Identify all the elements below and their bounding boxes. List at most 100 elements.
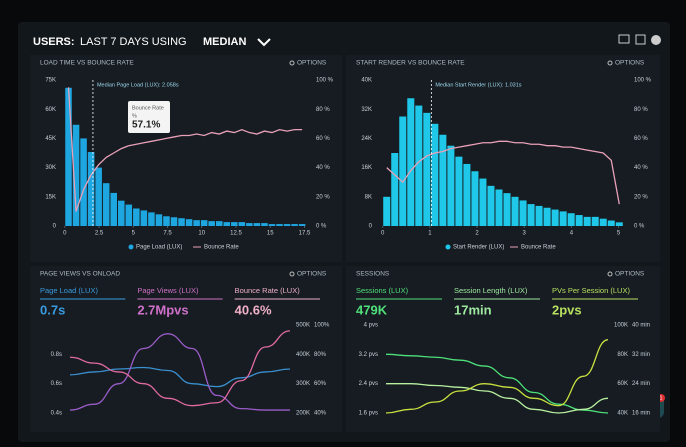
y2-tick-label: 60 % bbox=[634, 136, 648, 142]
y-tick-label: 2.4 pvs bbox=[359, 381, 378, 387]
bar bbox=[125, 204, 133, 226]
panel-title: PAGE VIEWS VS ONLOAD bbox=[40, 271, 120, 278]
bar bbox=[102, 183, 110, 226]
y2-tick-label: 100K bbox=[614, 323, 628, 329]
expand-icon[interactable] bbox=[635, 34, 646, 45]
y-tick-label: 75K bbox=[45, 78, 56, 84]
legend-label: Bounce Rate bbox=[521, 245, 556, 251]
x-tick-label: 5 bbox=[132, 231, 136, 237]
bar bbox=[471, 171, 479, 226]
y2-tick-label: 300K bbox=[296, 381, 310, 387]
bar bbox=[615, 222, 623, 226]
legend-label: Start Render (LUX) bbox=[453, 245, 504, 251]
y3-tick-label: 40 min bbox=[632, 323, 650, 329]
y2-tick-label: 40K bbox=[617, 411, 628, 417]
y3-tick-label: 80% bbox=[314, 352, 327, 358]
bar bbox=[291, 224, 298, 226]
bar bbox=[551, 209, 559, 226]
options-button[interactable]: OPTIONS bbox=[297, 271, 327, 278]
bar bbox=[431, 123, 439, 226]
x-tick-label: 12.5 bbox=[230, 231, 242, 237]
panel bbox=[346, 266, 660, 432]
dropdown-icon[interactable] bbox=[257, 38, 271, 47]
bar bbox=[200, 220, 208, 226]
y2-tick-label: 60K bbox=[617, 381, 628, 387]
bar bbox=[140, 210, 148, 226]
tooltip-value: 57.1% bbox=[132, 120, 160, 131]
metric-label: Sessions (LUX) bbox=[356, 286, 409, 295]
x-tick-label: 1 bbox=[428, 231, 432, 237]
x-tick-label: 17.5 bbox=[299, 231, 311, 237]
bar bbox=[519, 200, 527, 226]
legend-label: Page Load (LUX) bbox=[136, 245, 182, 251]
bar bbox=[439, 134, 447, 226]
bar bbox=[72, 124, 80, 226]
tooltip-title: Bounce Rate bbox=[132, 105, 164, 111]
y-tick-label: 0 bbox=[369, 224, 373, 230]
panel-title: LOAD TIME VS BOUNCE RATE bbox=[40, 60, 134, 67]
bar bbox=[503, 193, 511, 226]
series-line bbox=[69, 333, 290, 411]
y3-tick-label: 60% bbox=[314, 381, 327, 387]
y-tick-label: 32K bbox=[361, 107, 372, 113]
tooltip-unit: % bbox=[132, 113, 137, 119]
y-tick-label: 0.8s bbox=[51, 352, 62, 358]
header-middle: LAST 7 DAYS USING bbox=[80, 36, 187, 48]
bar bbox=[463, 163, 471, 226]
header-bold[interactable]: MEDIAN bbox=[203, 36, 246, 48]
y2-tick-label: 500K bbox=[296, 323, 310, 329]
y-tick-label: 40K bbox=[361, 78, 372, 84]
bar bbox=[155, 214, 163, 226]
y-tick-label: 0 bbox=[53, 224, 57, 230]
x-tick-label: 15 bbox=[267, 231, 274, 237]
y2-tick-label: 40 % bbox=[634, 165, 648, 171]
y2-tick-label: 80 % bbox=[634, 107, 648, 113]
series-line bbox=[385, 353, 609, 414]
options-button[interactable]: OPTIONS bbox=[297, 60, 327, 67]
bar bbox=[607, 220, 615, 226]
y3-tick-label: 16 min bbox=[632, 411, 650, 417]
x-tick-label: 0 bbox=[63, 231, 67, 237]
help-icon[interactable] bbox=[651, 35, 661, 45]
y2-tick-label: 60 % bbox=[316, 136, 330, 142]
series-line bbox=[69, 366, 291, 388]
bar bbox=[583, 216, 591, 226]
bar bbox=[591, 216, 599, 226]
monitor-icon[interactable] bbox=[618, 34, 630, 44]
bar bbox=[407, 98, 415, 226]
bar bbox=[487, 185, 495, 226]
panel bbox=[346, 55, 660, 262]
y3-tick-label: 32 min bbox=[632, 352, 650, 358]
y3-tick-label: 24 min bbox=[632, 381, 650, 387]
bar bbox=[599, 218, 607, 226]
y2-tick-label: 40 % bbox=[316, 165, 330, 171]
x-tick-label: 0 bbox=[381, 231, 385, 237]
x-tick-label: 3 bbox=[523, 231, 527, 237]
bar bbox=[133, 208, 140, 226]
bar bbox=[208, 221, 215, 226]
y2-tick-label: 80 % bbox=[316, 107, 330, 113]
bar bbox=[575, 215, 583, 226]
metric-label: Bounce Rate (LUX) bbox=[235, 286, 301, 295]
y3-tick-label: 40% bbox=[314, 411, 327, 417]
bar bbox=[95, 167, 102, 226]
y3-tick-label: 100% bbox=[314, 323, 330, 329]
y-tick-label: 16K bbox=[361, 165, 372, 171]
series-line bbox=[385, 339, 609, 414]
metric-value: 2.7Mpvs bbox=[137, 302, 188, 317]
bar bbox=[399, 116, 407, 226]
y-tick-label: 4 pvs bbox=[364, 323, 378, 329]
y2-tick-label: 0 % bbox=[316, 224, 327, 230]
options-icon bbox=[289, 271, 295, 277]
bar bbox=[455, 156, 463, 226]
bar bbox=[117, 200, 125, 226]
bar bbox=[110, 192, 117, 226]
bounce-line bbox=[386, 140, 620, 205]
options-button[interactable]: OPTIONS bbox=[615, 271, 645, 278]
bar bbox=[261, 223, 268, 226]
options-button[interactable]: OPTIONS bbox=[615, 60, 645, 67]
bar bbox=[447, 145, 455, 226]
tooltip bbox=[128, 101, 170, 133]
chat-badge-count: 1 bbox=[660, 395, 663, 401]
bar bbox=[246, 223, 253, 226]
